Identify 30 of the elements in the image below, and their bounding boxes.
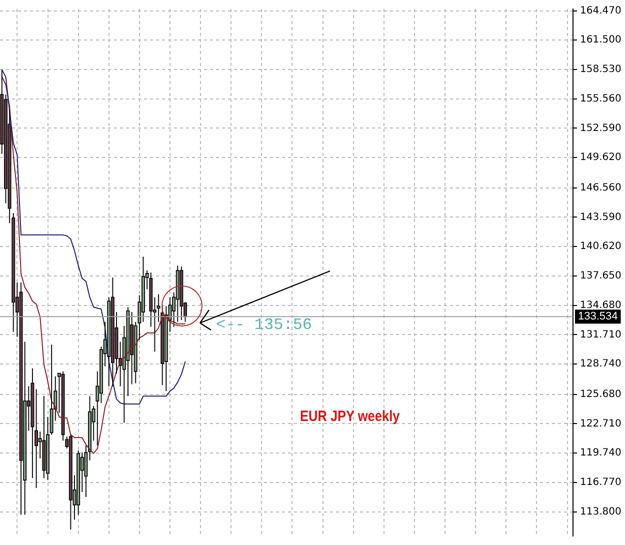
y-tick-label: 164.470 <box>580 5 622 16</box>
candlestick <box>110 276 114 387</box>
y-tick-label: 134.680 <box>580 300 622 311</box>
candlestick <box>42 396 46 479</box>
y-tick-label: 140.620 <box>580 241 622 252</box>
y-tick-label: 122.710 <box>580 418 622 430</box>
y-tick-label: 113.800 <box>580 506 622 518</box>
candlestick <box>130 312 134 385</box>
candlestick <box>19 282 23 516</box>
y-tick-label: 128.740 <box>580 358 622 370</box>
annotation: EUR JPY weekly <box>300 408 400 425</box>
y-tick-label: 131.710 <box>580 329 622 340</box>
y-tick-label: 125.680 <box>580 388 622 400</box>
candlestick <box>107 296 111 387</box>
y-tick-label: 116.770 <box>580 477 622 488</box>
y-tick-label: 146.560 <box>580 182 622 194</box>
y-tick-label: 143.590 <box>580 212 622 223</box>
y-tick-label: 119.740 <box>580 448 622 459</box>
y-tick-label: 137.650 <box>580 270 622 282</box>
candlestick <box>30 368 34 479</box>
ref-line-label: 133.534 <box>578 310 618 323</box>
candlestick <box>68 434 72 530</box>
y-tick-label: 152.590 <box>580 122 622 134</box>
annotation: <-- 135:56 <box>216 316 312 334</box>
y-tick-label: 149.620 <box>580 152 622 164</box>
y-tick-label: 161.500 <box>580 34 622 46</box>
y-tick-label: 155.560 <box>580 93 622 104</box>
candlestick <box>76 450 80 516</box>
y-tick-label: 158.530 <box>580 64 622 76</box>
candlestick <box>180 266 184 320</box>
